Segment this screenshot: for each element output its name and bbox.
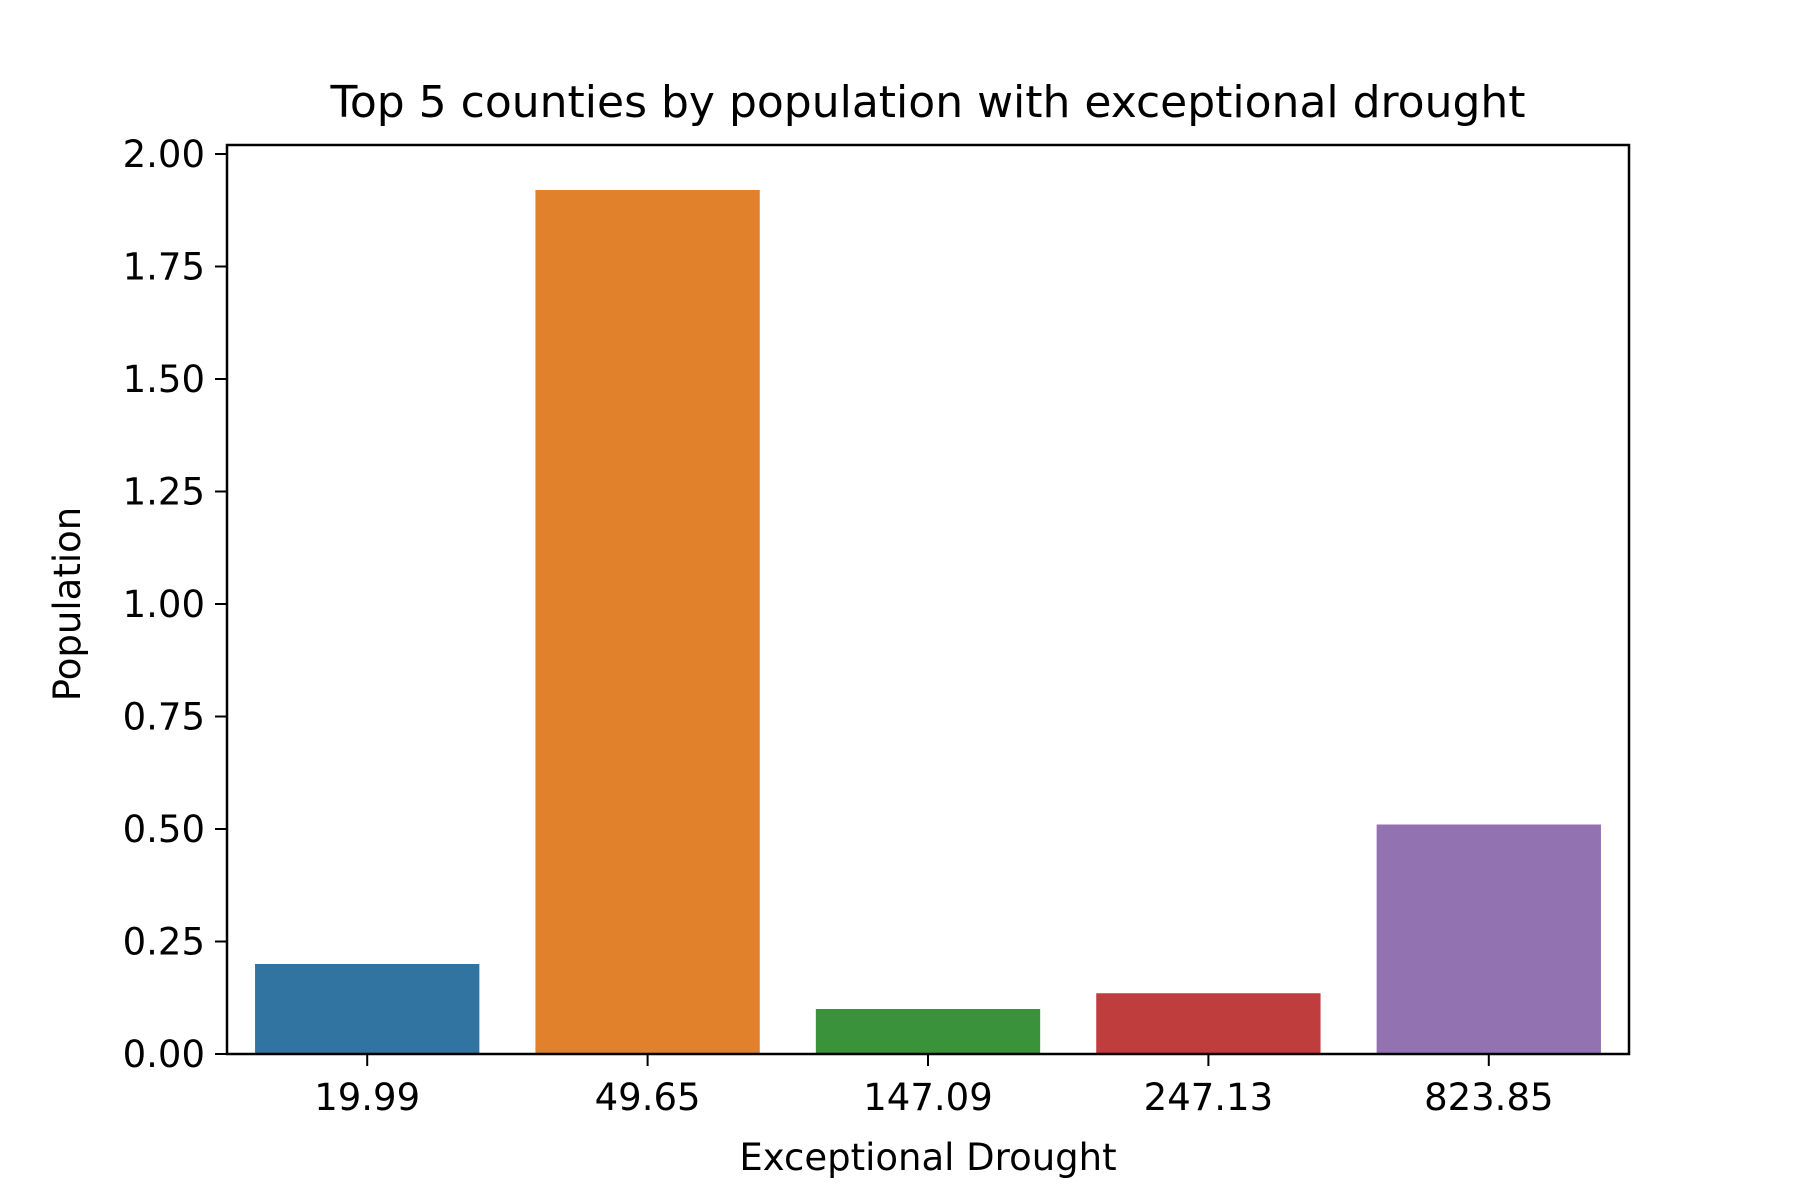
x-tick-label: 247.13 [1144,1076,1273,1119]
bar-147.09 [815,1009,1041,1054]
chart-title: Top 5 counties by population with except… [329,77,1525,128]
x-tick-label: 19.99 [314,1076,420,1119]
x-tick-label: 823.85 [1424,1076,1553,1119]
bar-49.65 [535,190,760,1054]
y-tick-label: 1.75 [123,246,205,289]
y-tick-label: 1.50 [123,358,205,401]
x-axis-title: Exceptional Drought [739,1136,1116,1179]
bar-247.13 [1096,993,1321,1054]
plot-area [255,190,1601,1054]
y-tick-label: 1.25 [123,471,205,514]
y-tick-label: 1.00 [123,583,205,626]
y-axis-title: Population [46,507,89,701]
y-tick-label: 0.75 [123,696,205,739]
x-tick-label: 49.65 [595,1076,701,1119]
y-tick-label: 0.25 [123,921,205,964]
x-axis: 19.99 49.65 147.09 247.13 823.85 [314,1054,1554,1119]
bar-19.99 [255,964,480,1054]
y-tick-label: 0.50 [123,808,205,851]
y-tick-label: 0.00 [123,1033,205,1076]
x-tick-label: 147.09 [863,1076,992,1119]
bar-823.85 [1376,824,1601,1054]
plot-frame [225,143,1631,1056]
y-axis: 0.00 0.25 0.50 0.75 1.00 1.25 1.50 1.75 2.00 [123,133,227,1076]
y-tick-label: 2.00 [123,133,205,176]
